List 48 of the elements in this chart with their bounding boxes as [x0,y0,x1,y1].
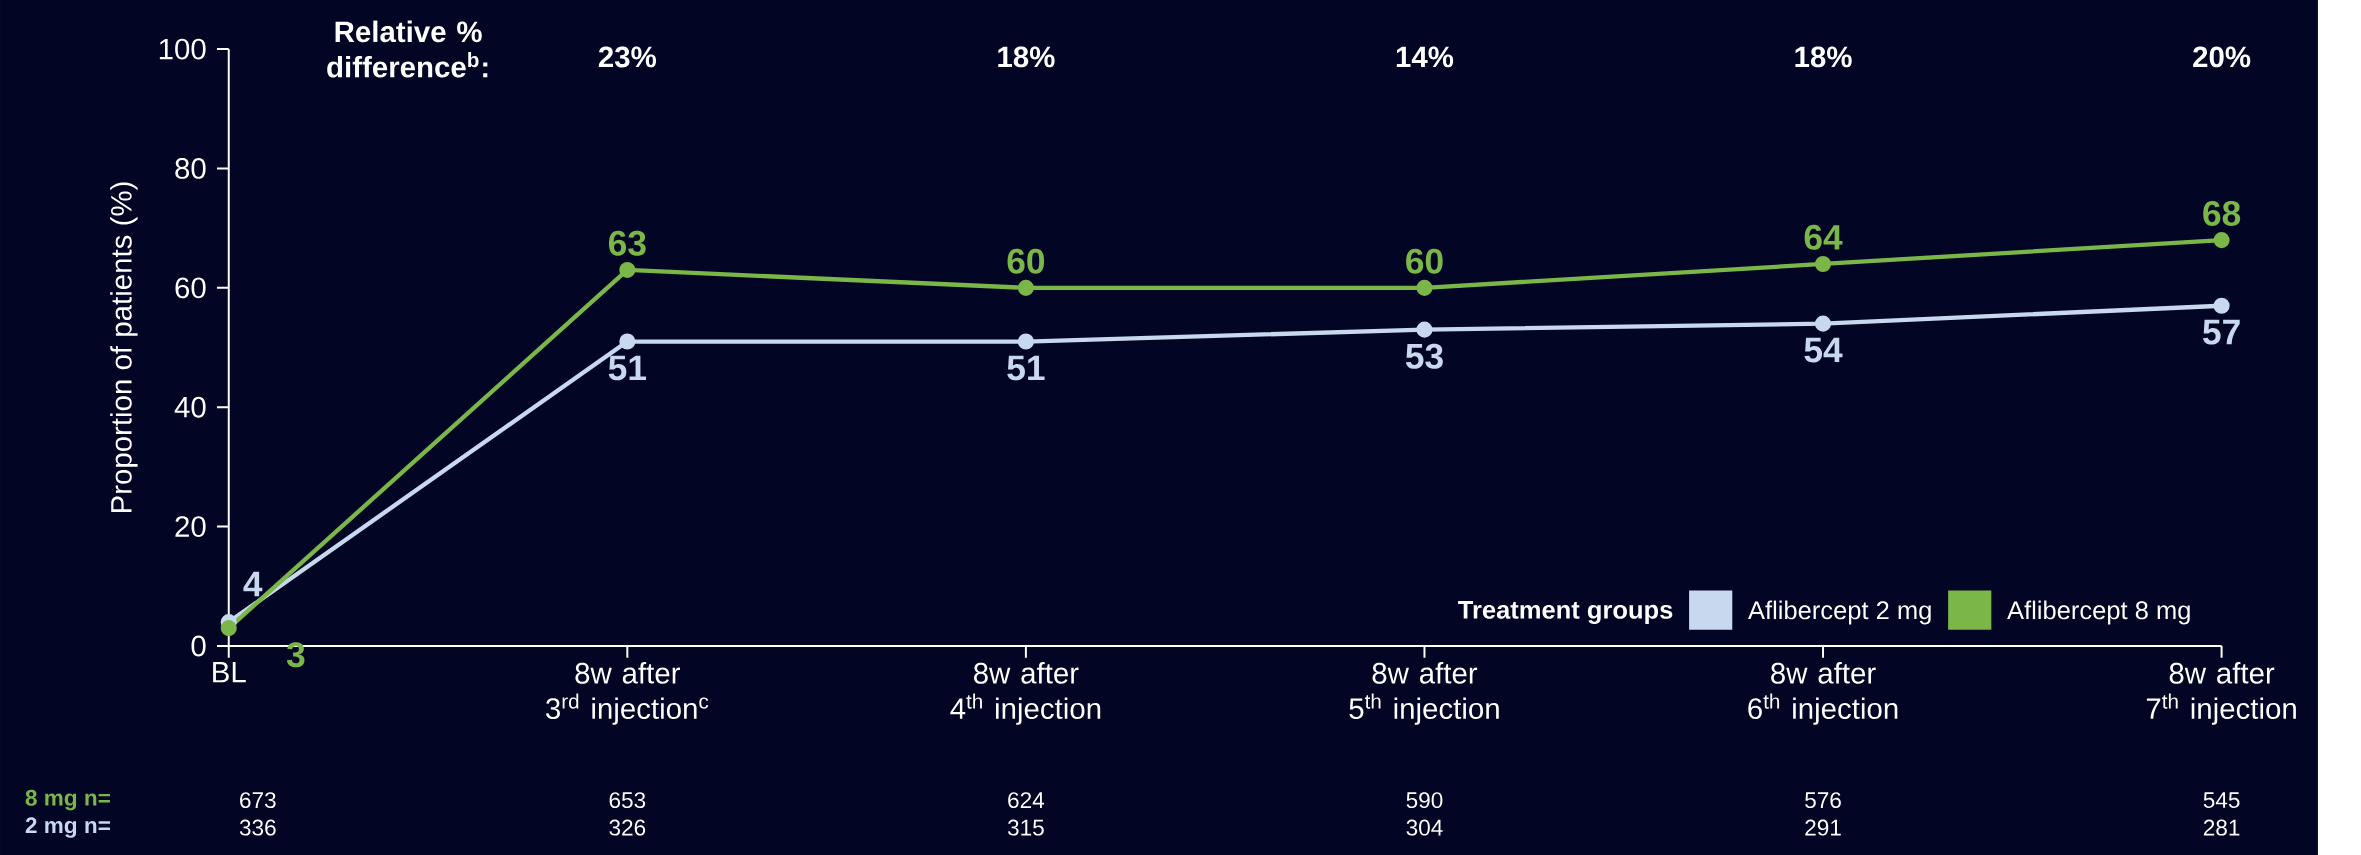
x-tick-label: 8w after 5$^{th}$ injection [1349,662,1499,725]
text: 545 [2203,792,2240,808]
text: 653 [609,792,646,809]
legend-label: Aflibercept 8 mg [2007,600,2190,625]
data-label: 3 [286,642,305,668]
x-tick-label: 8w after 3$^{rd}$ injection$^{c}$ [546,662,709,725]
x-tick-label: 8w after 7$^{th}$ injection [2146,662,2296,725]
y-tick-label: 20 [175,516,206,537]
legend-label: Aflibercept 2 mg [1748,600,1931,625]
data-label: 51 [608,355,647,381]
text: 576 [1805,792,1841,809]
annotation: 18% [998,46,1055,68]
annotation: 23% [598,46,657,68]
y-tick-label: 80 [175,157,206,179]
text: 624 [1008,792,1045,809]
y-tick-label: 100 [159,38,206,60]
text: 291 [1805,819,1841,836]
data-label: 63 [608,230,646,256]
text: 673 [240,792,276,809]
text: 326 [609,819,646,836]
text: 2 mg n= [25,817,110,838]
data-label: 51 [1007,355,1045,381]
text: 315 [1007,819,1044,836]
data-label: 60 [1406,248,1443,274]
annotation: 18% [1795,46,1852,68]
x-tick-label: 8w after 4$^{th}$ injection [950,662,1101,725]
x-tick-label: BL [213,662,246,683]
data-label: 68 [2203,200,2241,226]
legend-title: Treatment groups [1458,601,1673,624]
data-label: 54 [1804,337,1843,363]
y-tick-label: 60 [175,277,206,299]
y-axis-title: Proportion of patients (%) [110,182,138,513]
annotation: Relative % difference$^{b}$: [327,20,488,78]
data-label: 57 [2203,319,2240,345]
y-tick-label: 40 [174,396,206,418]
text: 8 mg n= [25,789,110,811]
annotation: 14% [1396,46,1454,68]
data-label: 53 [1405,343,1443,369]
data-label: 4 [243,571,263,597]
annotation: 20% [2193,46,2251,68]
x-tick-label: 8w after 6$^{th}$ injection [1748,662,1898,725]
text: 304 [1406,819,1443,836]
data-label: 60 [1007,248,1045,274]
text: 590 [1406,792,1443,809]
text: 281 [2203,819,2240,836]
data-label: 64 [1804,224,1843,250]
text: 336 [239,819,276,836]
y-tick-label: 0 [191,635,206,657]
